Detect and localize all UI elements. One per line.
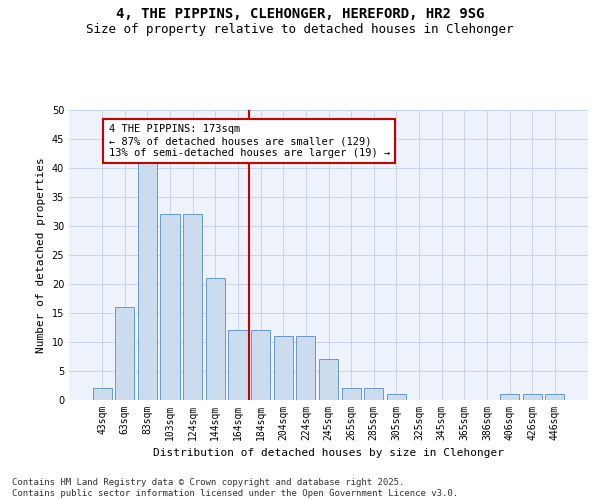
Bar — [296, 336, 316, 400]
Text: 4 THE PIPPINS: 173sqm
← 87% of detached houses are smaller (129)
13% of semi-det: 4 THE PIPPINS: 173sqm ← 87% of detached … — [109, 124, 390, 158]
Text: Size of property relative to detached houses in Clehonger: Size of property relative to detached ho… — [86, 22, 514, 36]
Bar — [341, 388, 361, 400]
Bar — [183, 214, 202, 400]
Y-axis label: Number of detached properties: Number of detached properties — [36, 157, 46, 353]
Bar — [229, 330, 248, 400]
Bar — [92, 388, 112, 400]
Bar — [160, 214, 180, 400]
Bar — [364, 388, 383, 400]
Bar — [251, 330, 270, 400]
Bar — [387, 394, 406, 400]
Text: 4, THE PIPPINS, CLEHONGER, HEREFORD, HR2 9SG: 4, THE PIPPINS, CLEHONGER, HEREFORD, HR2… — [116, 8, 484, 22]
Bar — [115, 307, 134, 400]
Bar — [545, 394, 565, 400]
Bar — [206, 278, 225, 400]
X-axis label: Distribution of detached houses by size in Clehonger: Distribution of detached houses by size … — [153, 448, 504, 458]
Bar — [138, 156, 157, 400]
Bar — [500, 394, 519, 400]
Bar — [274, 336, 293, 400]
Text: Contains HM Land Registry data © Crown copyright and database right 2025.
Contai: Contains HM Land Registry data © Crown c… — [12, 478, 458, 498]
Bar — [523, 394, 542, 400]
Bar — [319, 360, 338, 400]
